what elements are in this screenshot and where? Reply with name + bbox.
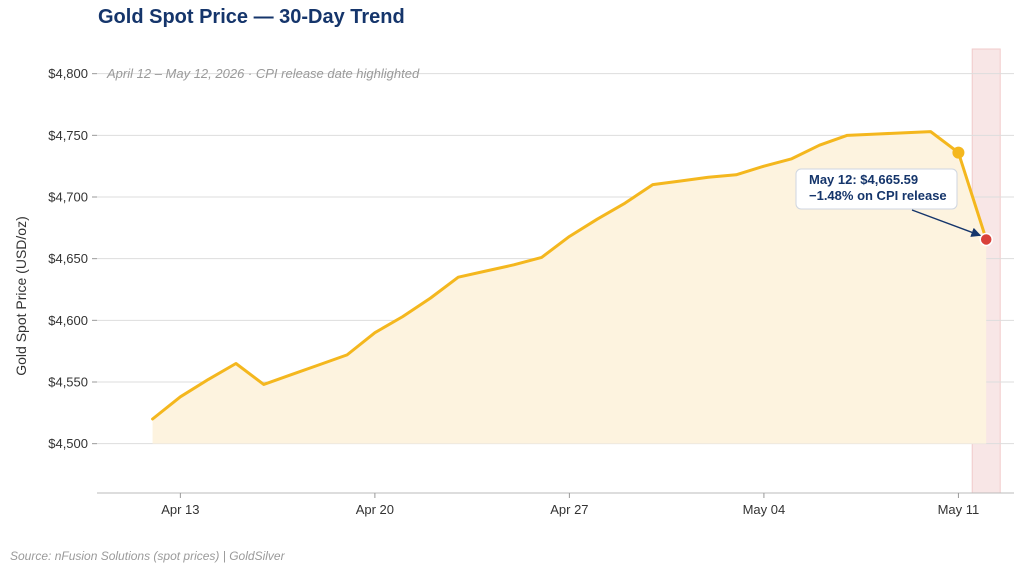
x-tick-label: Apr 27 [550,502,588,517]
cpi-release-point [979,232,993,247]
line-chart: $4,500 $4,550 $4,600 $4,650 $4,700 $4,750 $4,8… [13,48,1014,517]
y-tick-label: $4,650 [48,251,88,266]
source-note: Source: nFusion Solutions (spot prices) … [10,549,285,563]
annotation-line-1: May 12: $4,665.59 [809,172,918,187]
price-line [151,130,988,421]
y-tick-label: $4,500 [48,436,88,451]
chart-subtitle: April 12 – May 12, 2026 · CPI release da… [106,66,420,81]
x-tick-label: Apr 13 [161,502,199,517]
y-tick-label: $4,600 [48,313,88,328]
y-tick-label: $4,800 [48,66,88,81]
annotation-arrow [911,209,982,237]
x-tick-label: Apr 20 [356,502,394,517]
x-tick-label: May 04 [743,502,786,517]
y-tick-label: $4,550 [48,375,88,390]
chart-title: Gold Spot Price — 30-Day Trend [98,6,405,28]
price-area-fill [152,131,987,444]
y-axis-label: Gold Spot Price (USD/oz) [13,216,29,376]
y-tick-label: $4,750 [48,128,88,143]
x-tick-label: May 11 [938,502,980,517]
pre-release-point [952,146,965,159]
annotation-box [795,168,958,210]
y-tick-label: $4,700 [48,190,88,205]
annotation-line-2: −1.48% on CPI release [809,188,947,203]
